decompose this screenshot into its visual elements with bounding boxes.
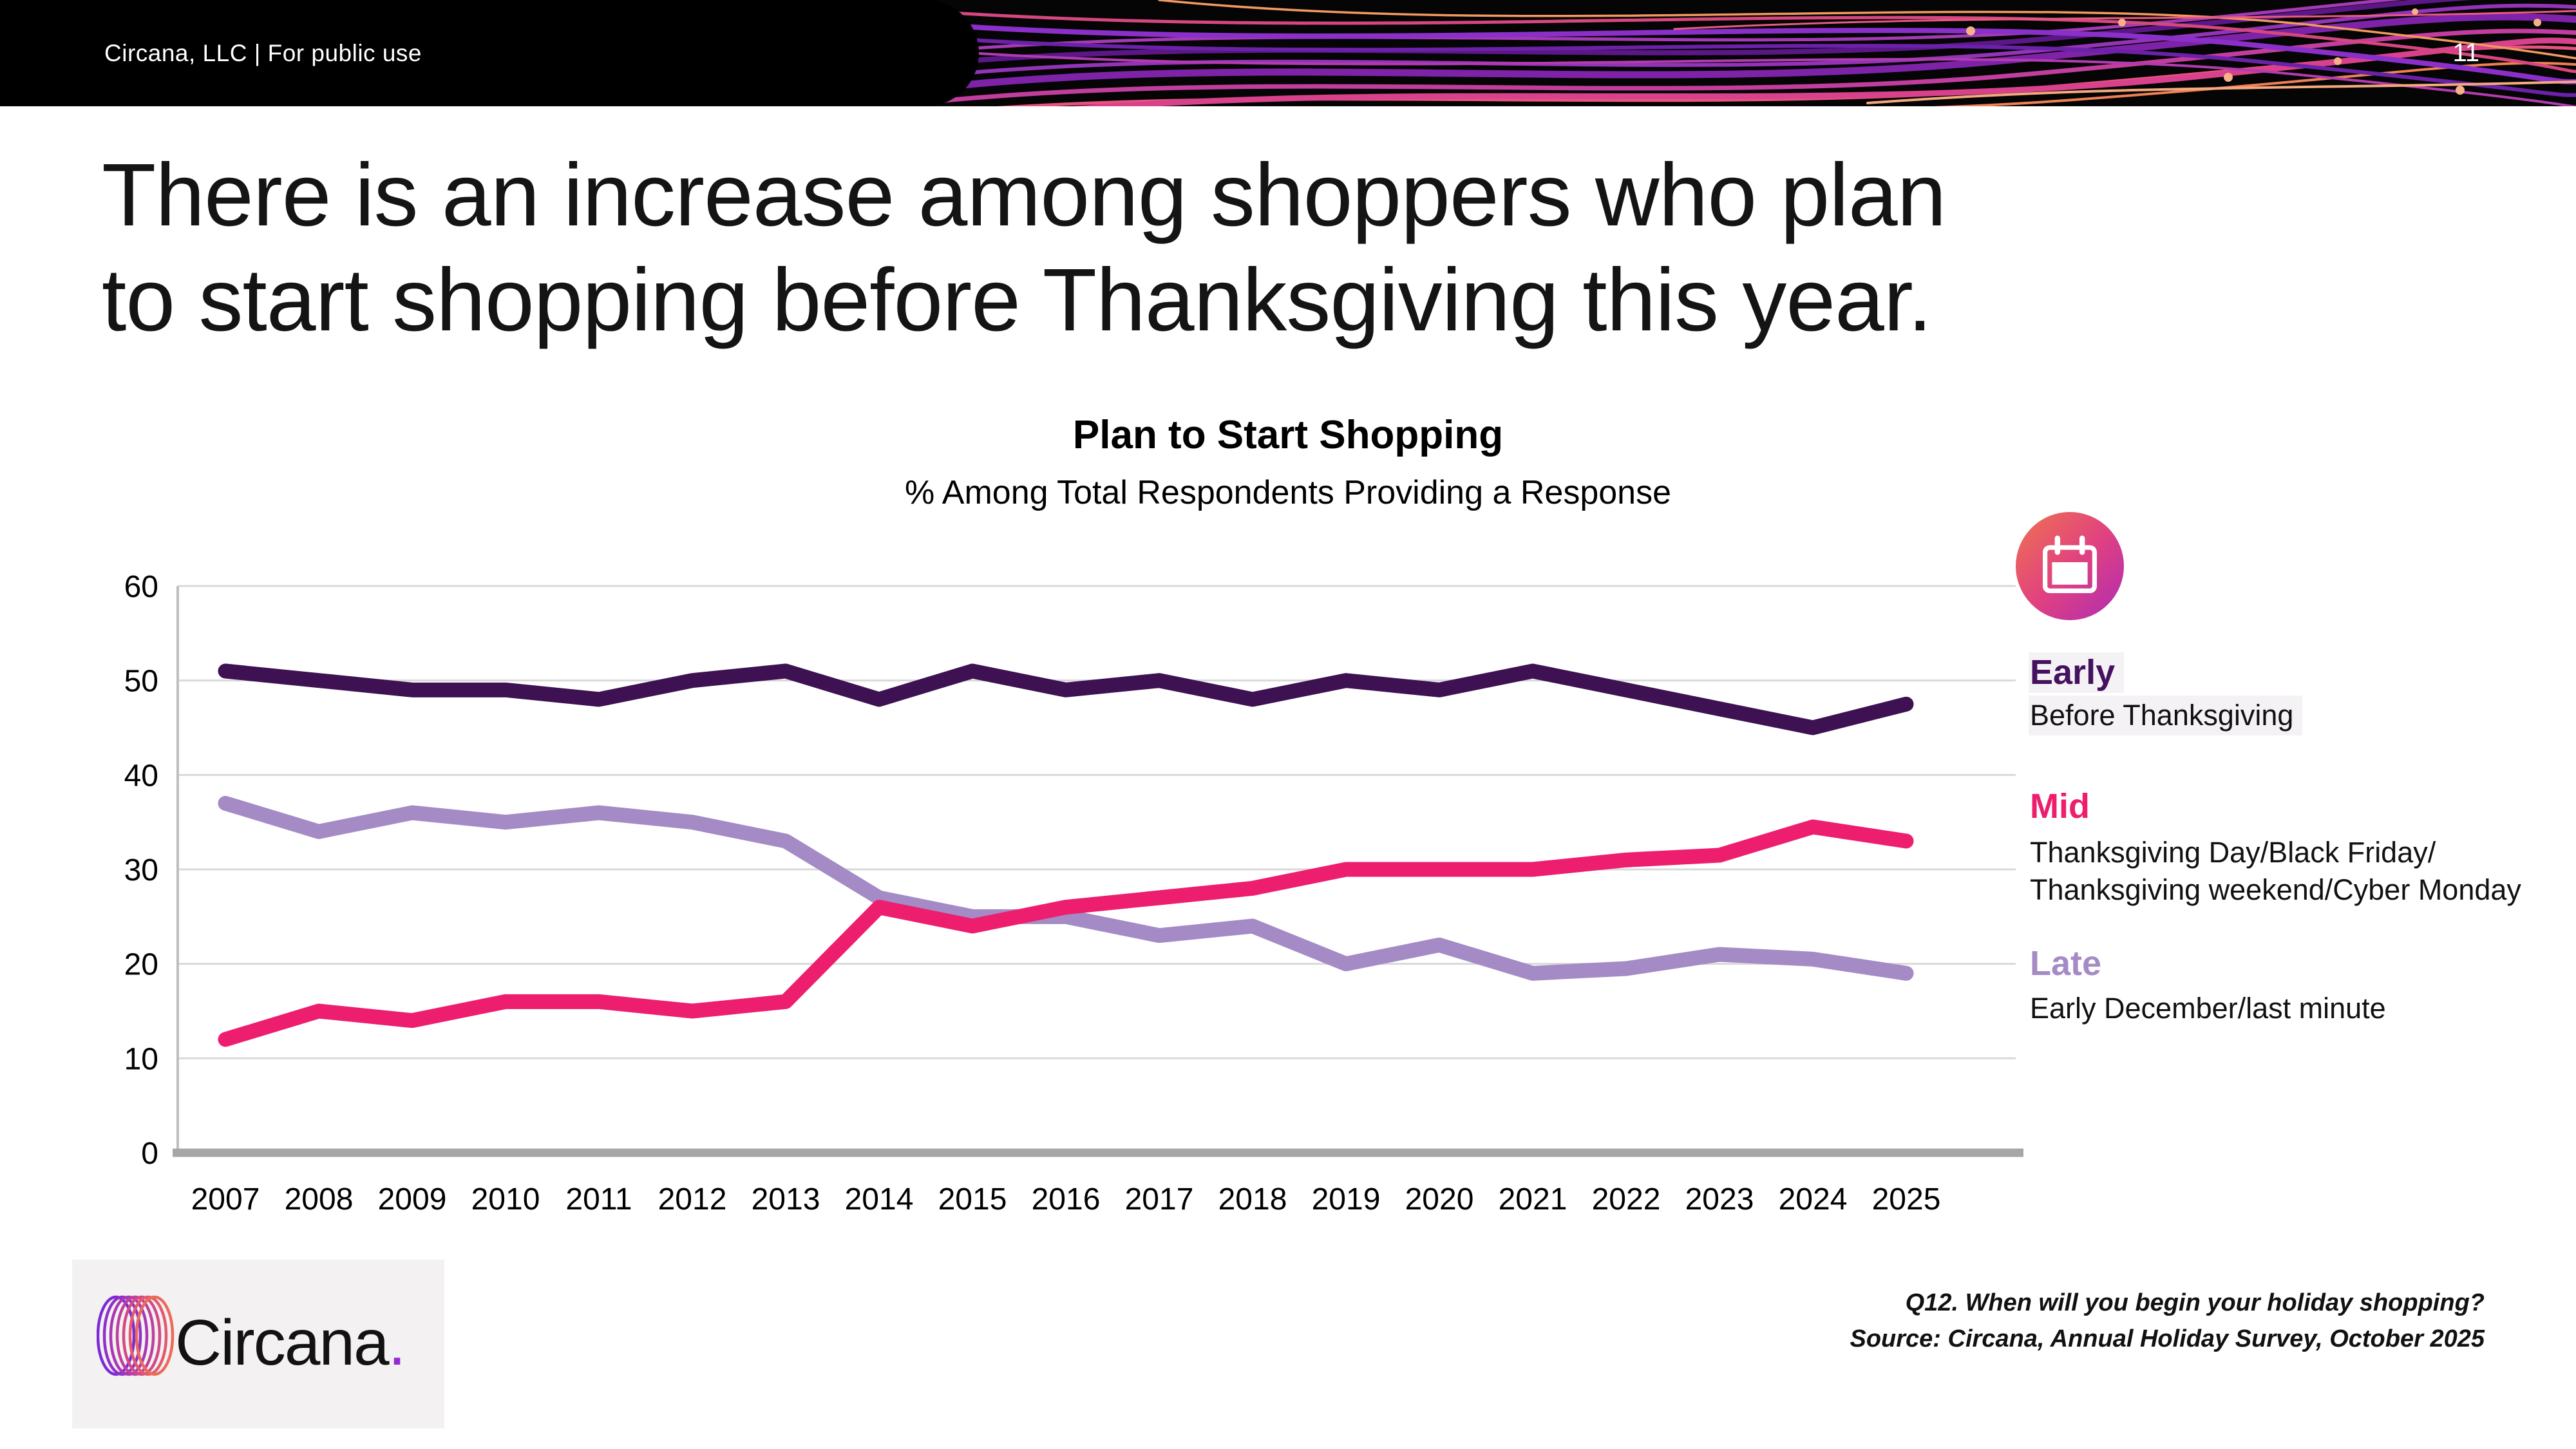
circana-logo: Circana. xyxy=(72,1260,444,1428)
legend-label-early: Early xyxy=(2029,652,2125,694)
x-axis-tick-label: 2014 xyxy=(845,1182,914,1217)
legend-label-late: Late xyxy=(2030,944,2102,983)
x-axis-tick-label: 2018 xyxy=(1218,1182,1287,1217)
circana-wordmark-dot: . xyxy=(388,1307,406,1379)
chart-frame: Plan to Start Shopping % Among Total Res… xyxy=(97,406,2479,1243)
x-axis-tick-label: 2025 xyxy=(1872,1182,1941,1217)
x-axis-tick-label: 2016 xyxy=(1032,1182,1101,1217)
source-citation: Source: Circana, Annual Holiday Survey, … xyxy=(1850,1325,2485,1353)
legend-desc-early-text: Before Thanksgiving xyxy=(2029,696,2303,735)
calendar-icon xyxy=(2016,512,2124,620)
header-banner: Circana, LLC | For public use 11 xyxy=(0,0,2576,106)
banner-black-shape xyxy=(0,0,979,106)
y-axis-tick-label: 60 xyxy=(124,570,158,604)
source-note: Q12. When will you begin your holiday sh… xyxy=(1850,1285,2485,1357)
x-axis-tick-label: 2011 xyxy=(565,1182,632,1217)
x-axis-tick-label: 2019 xyxy=(1312,1182,1381,1217)
y-axis-tick-label: 40 xyxy=(124,759,158,793)
x-axis-tick-label: 2012 xyxy=(658,1182,727,1217)
x-axis-tick-label: 2024 xyxy=(1779,1182,1848,1217)
legend-desc-mid-line1: Thanksgiving Day/Black Friday/ xyxy=(2030,836,2436,869)
x-axis-tick-label: 2007 xyxy=(191,1182,260,1217)
slide-title: There is an increase among shoppers who … xyxy=(102,143,2523,353)
y-axis-tick-label: 50 xyxy=(124,665,158,699)
x-axis-tick-label: 2021 xyxy=(1499,1182,1567,1217)
legend-desc-mid: Thanksgiving Day/Black Friday/ Thanksgiv… xyxy=(2030,834,2521,908)
legend-desc-early: Before Thanksgiving xyxy=(2029,696,2303,735)
x-axis-tick-label: 2008 xyxy=(285,1182,354,1217)
circana-wordmark-text: Circana xyxy=(175,1307,390,1379)
source-question: Q12. When will you begin your holiday sh… xyxy=(1905,1289,2485,1316)
legend-desc-mid-line2: Thanksgiving weekend/Cyber Monday xyxy=(2030,873,2521,906)
page-number: 11 xyxy=(2452,39,2479,67)
x-axis-tick-label: 2017 xyxy=(1125,1182,1194,1217)
x-axis-tick-label: 2020 xyxy=(1405,1182,1474,1217)
x-axis-tick-label: 2023 xyxy=(1685,1182,1754,1217)
series-line-late xyxy=(218,795,1914,981)
x-axis-tick-label: 2010 xyxy=(471,1182,540,1217)
calendar-glyph xyxy=(2043,535,2097,593)
legend-desc-late: Early December/last minute xyxy=(2030,992,2386,1025)
fiber-streaks-decoration xyxy=(902,0,2576,106)
legend-label-early-text: Early xyxy=(2029,652,2125,694)
series-line-mid xyxy=(218,819,1914,1047)
circana-wordmark: Circana. xyxy=(175,1306,406,1380)
series-line-early xyxy=(218,663,1914,735)
x-axis-tick-label: 2022 xyxy=(1592,1182,1661,1217)
legend-label-mid: Mid xyxy=(2030,787,2090,826)
y-axis-tick-label: 20 xyxy=(124,948,158,982)
x-axis-tick-label: 2015 xyxy=(938,1182,1007,1217)
slide-title-line1: There is an increase among shoppers who … xyxy=(102,146,1946,245)
x-axis-tick-label: 2013 xyxy=(752,1182,820,1217)
circana-rings-icon xyxy=(97,1295,175,1376)
x-axis-tick-label: 2009 xyxy=(378,1182,447,1217)
y-axis-tick-label: 0 xyxy=(141,1137,158,1171)
confidentiality-label: Circana, LLC | For public use xyxy=(104,39,422,66)
chart-subtitle: % Among Total Respondents Providing a Re… xyxy=(904,474,1671,511)
slide-title-line2: to start shopping before Thanksgiving th… xyxy=(102,250,1933,350)
y-axis-tick-label: 10 xyxy=(124,1042,158,1076)
chart-title: Plan to Start Shopping xyxy=(1072,413,1504,457)
y-axis-tick-label: 30 xyxy=(124,853,158,887)
line-chart: 0 10 20 30 40 50 60 2007 2008 2009 2010 2011 2012 201… xyxy=(124,570,2023,1217)
